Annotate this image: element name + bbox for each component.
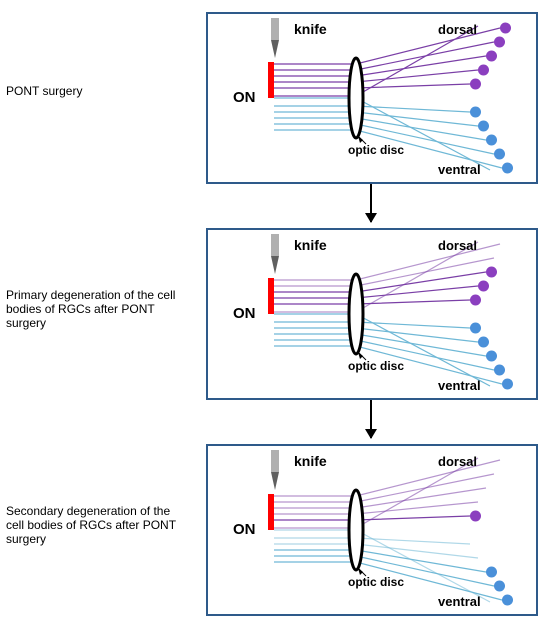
svg-text:knife: knife (294, 237, 327, 253)
svg-text:ON: ON (233, 305, 256, 322)
svg-text:ventral: ventral (438, 162, 481, 177)
svg-text:knife: knife (294, 21, 327, 37)
svg-text:ON: ON (233, 89, 256, 106)
svg-text:optic disc: optic disc (348, 575, 404, 589)
flow-arrow-1 (370, 184, 372, 222)
svg-text:knife: knife (294, 453, 327, 469)
flow-arrow-2 (370, 400, 372, 438)
svg-text:dorsal: dorsal (438, 238, 477, 253)
panel-label-p2: Primary degeneration of the cell bodies … (6, 288, 186, 330)
panel-box-p3: knife ON dorsal ventral optic disc (206, 444, 538, 616)
svg-text:ventral: ventral (438, 594, 481, 609)
svg-text:optic disc: optic disc (348, 359, 404, 373)
panel-label-p1: PONT surgery (6, 84, 82, 98)
panel-box-p2: knife ON dorsal ventral optic disc (206, 228, 538, 400)
svg-text:dorsal: dorsal (438, 22, 477, 37)
svg-text:optic disc: optic disc (348, 143, 404, 157)
svg-text:ON: ON (233, 521, 256, 538)
svg-text:ventral: ventral (438, 378, 481, 393)
svg-text:dorsal: dorsal (438, 454, 477, 469)
panel-box-p1: knife ON dorsal ventral optic disc (206, 12, 538, 184)
panel-label-p3: Secondary degeneration of the cell bodie… (6, 504, 186, 546)
